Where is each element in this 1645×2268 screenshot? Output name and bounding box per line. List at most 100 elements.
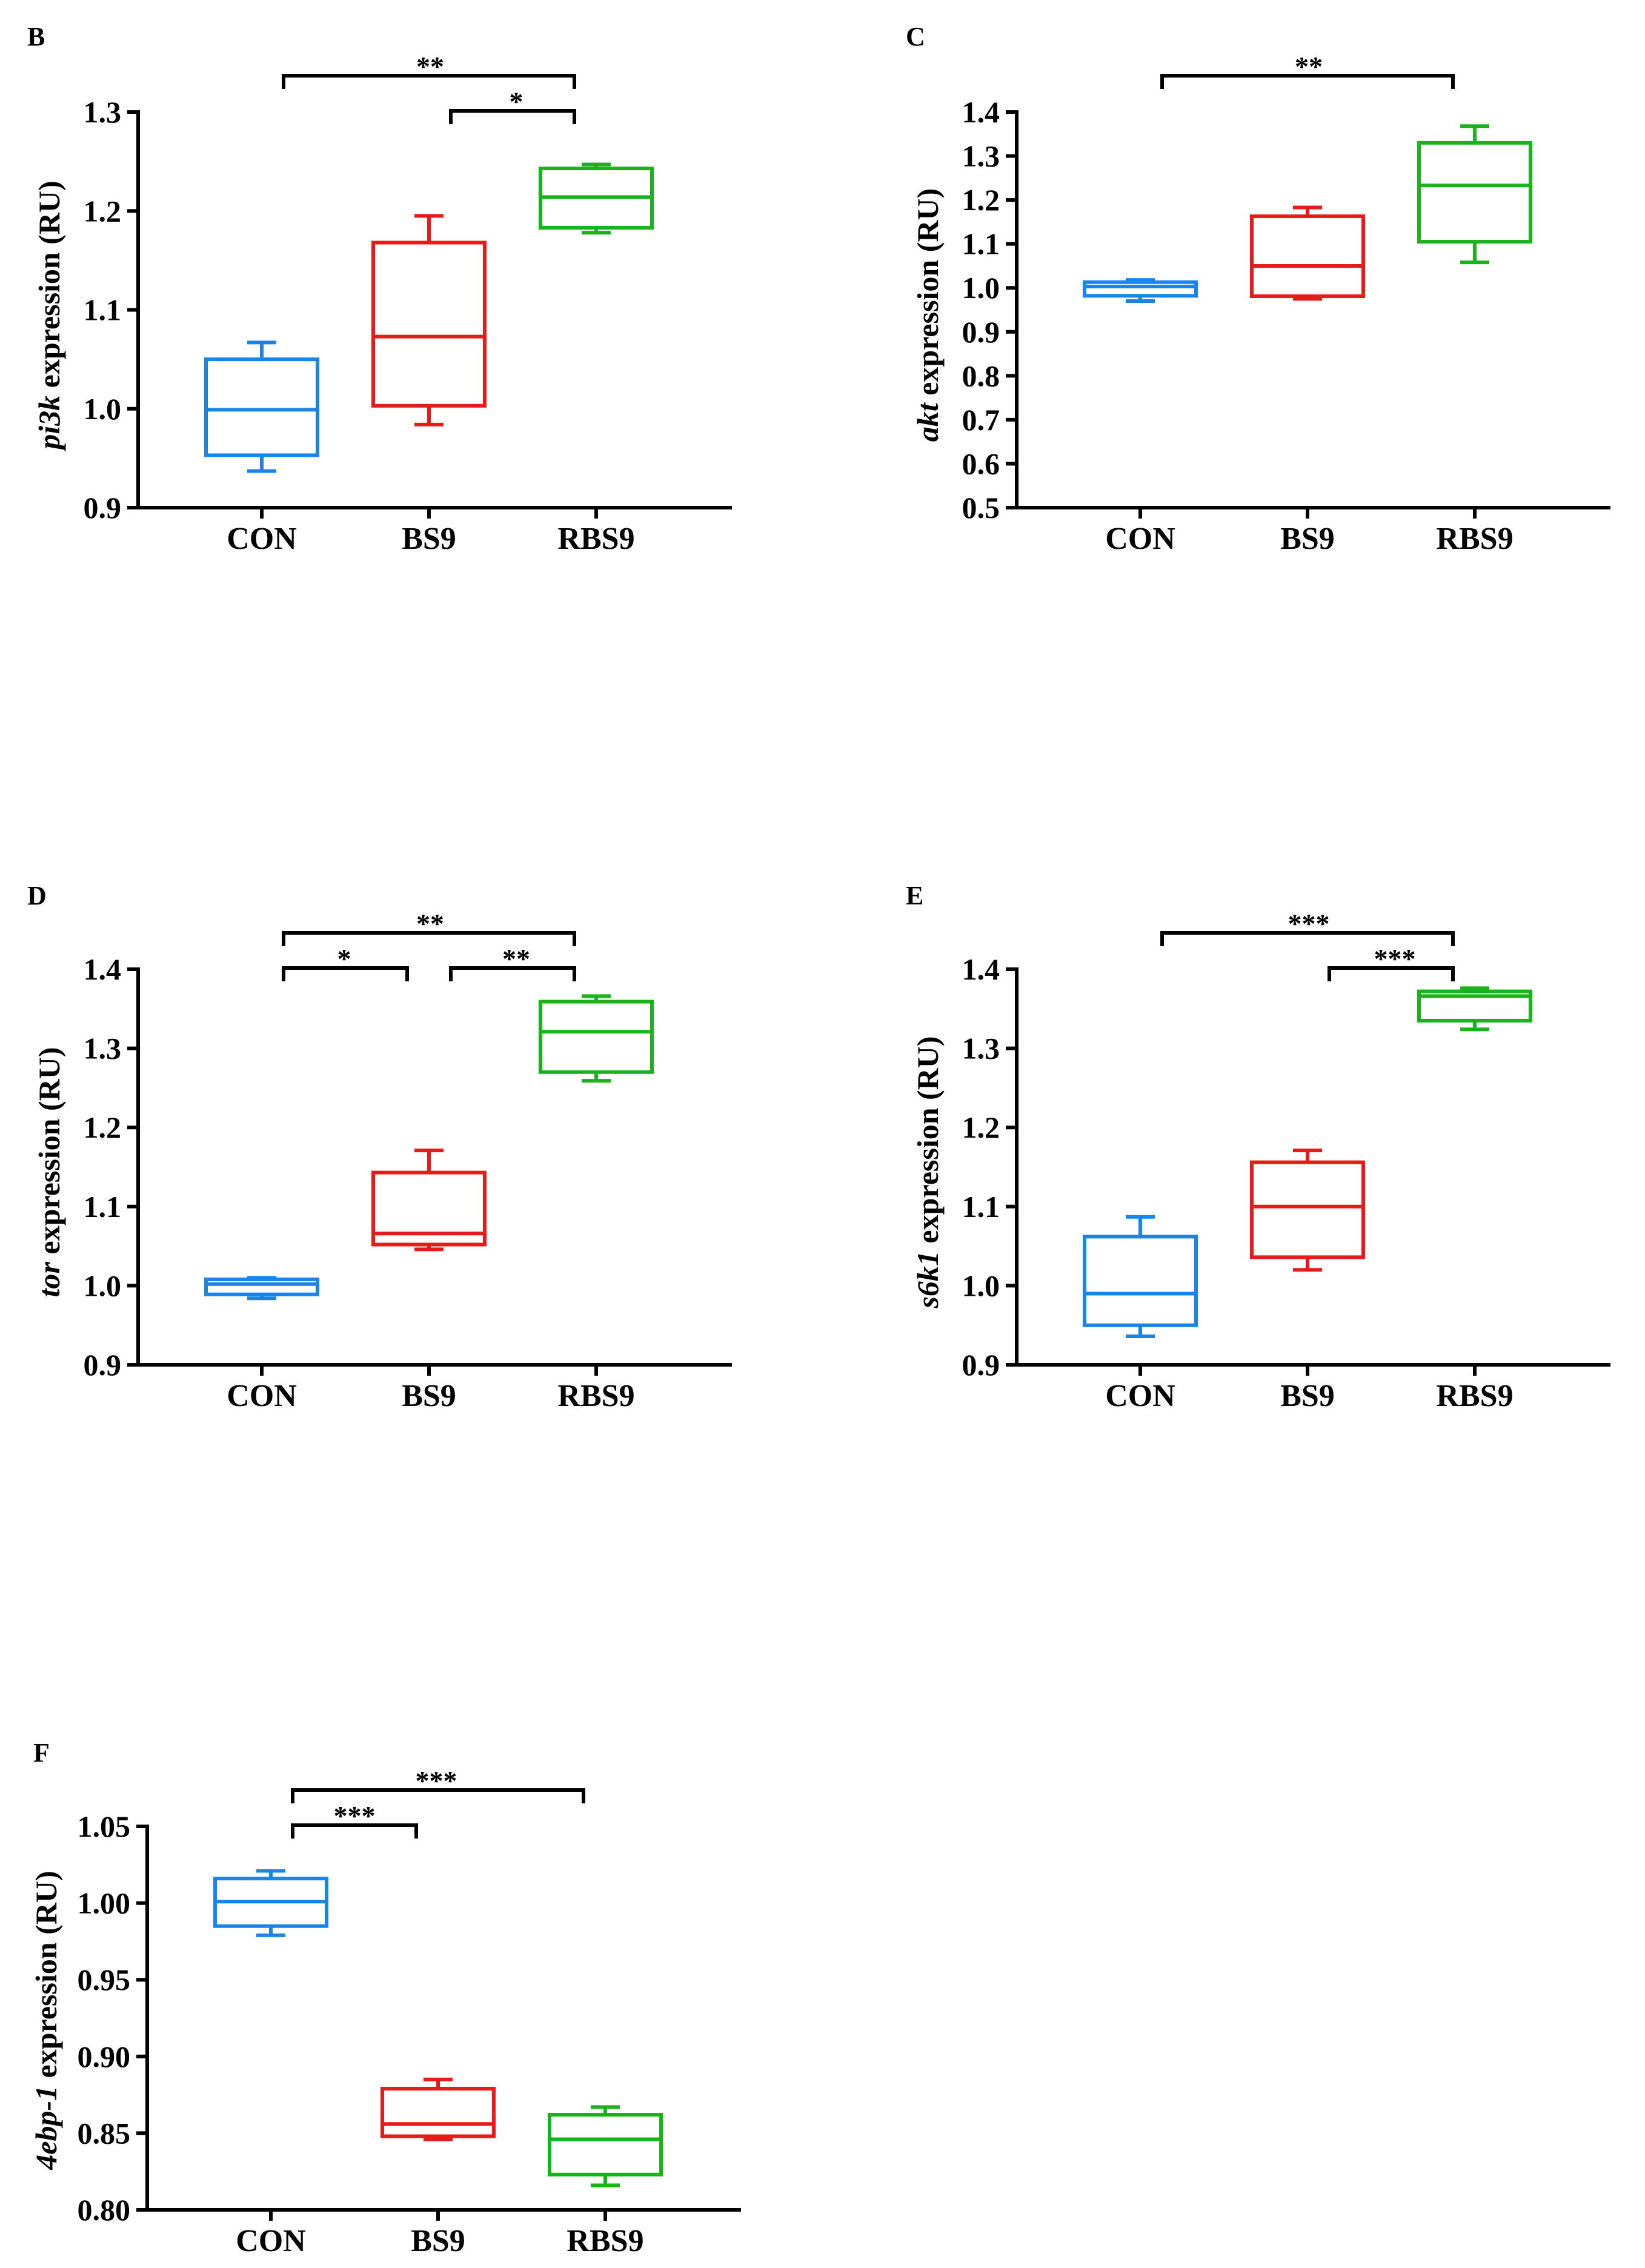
panel-e: E s6k1 expression (RU) CON BS9 RBS9 *** … (906, 881, 1610, 1413)
y-axis-label-e: s6k1 expression (RU) (911, 1036, 945, 1308)
category-label-bs9-d: BS9 (402, 1379, 456, 1413)
box-f-rbs9 (548, 2105, 663, 2187)
panel-letter-b: B (27, 22, 45, 51)
box-b-bs9 (371, 214, 487, 426)
panel-letter-e: E (906, 881, 923, 910)
box-iqr-c-con (1083, 280, 1198, 298)
box-iqr-d-bs9 (371, 1170, 487, 1247)
significance-bracket-d-bs9-rbs9 (449, 966, 576, 981)
panel-d: D tor expression (RU) CON BS9 RBS9 ** * … (27, 881, 732, 1413)
y-axis-label-b: pi3k expression (RU) (32, 181, 66, 452)
y-tick-label-f: 0.85 (78, 2116, 131, 2150)
y-tick-label-b: 0.9 (84, 491, 122, 525)
y-tick-label-c: 0.6 (962, 446, 1000, 480)
y-tick-label-f: 0.90 (78, 2040, 131, 2074)
category-label-con-f: CON (236, 2224, 306, 2258)
box-d-bs9 (371, 1149, 487, 1252)
category-label-con-e: CON (1105, 1379, 1175, 1413)
significance-bracket-d-con-rbs9 (282, 931, 576, 946)
panel-letter-c: C (906, 22, 925, 51)
box-iqr-e-rbs9 (1417, 989, 1532, 1023)
box-iqr-e-con (1083, 1235, 1198, 1327)
box-c-bs9 (1250, 205, 1365, 301)
y-axis-label-f: 4ebp-1 expression (RU) (29, 1871, 63, 2170)
category-label-rbs9-d: RBS9 (557, 1379, 634, 1413)
y-tick-label-f: 0.95 (78, 1963, 131, 1997)
category-label-rbs9-e: RBS9 (1436, 1379, 1513, 1413)
y-tick-label-c: 0.9 (962, 315, 1000, 349)
box-e-rbs9 (1417, 986, 1532, 1032)
box-d-rbs9 (539, 994, 654, 1083)
panel-letter-f: F (33, 1738, 50, 1768)
panel-c: C akt expression (RU) CON BS9 RBS9 ** 0.… (906, 22, 1610, 556)
y-tick-label-c: 1.0 (962, 271, 1000, 305)
box-c-rbs9 (1417, 124, 1532, 265)
significance-bracket-c-con-rbs9 (1160, 74, 1455, 89)
y-tick-label-d: 1.0 (84, 1268, 122, 1302)
category-label-bs9-c: BS9 (1280, 522, 1335, 556)
significance-bracket-f-con-bs9 (291, 1823, 418, 1839)
plot-area-c: 0.5 0.6 0.7 0.8 0.9 1.0 1.1 1.2 1.3 1.4 (962, 74, 1610, 525)
y-tick-label-c: 0.7 (962, 403, 1000, 437)
box-c-con (1083, 278, 1198, 303)
significance-bracket-b-con-rbs9 (282, 74, 576, 89)
y-tick-label-f: 0.80 (78, 2193, 131, 2227)
category-label-bs9-b: BS9 (402, 522, 456, 556)
y-tick-label-c: 1.4 (962, 95, 1000, 129)
box-iqr-f-bs9 (381, 2086, 496, 2138)
significance-bracket-d-con-bs9 (282, 966, 409, 981)
box-iqr-b-con (204, 357, 319, 457)
y-tick-label-d: 0.9 (84, 1348, 122, 1382)
y-tick-label-d: 1.2 (84, 1110, 122, 1144)
y-tick-label-d: 1.3 (84, 1032, 122, 1066)
box-e-con (1083, 1215, 1198, 1338)
y-tick-label-e: 1.1 (962, 1190, 1000, 1224)
y-tick-label-f: 1.00 (78, 1886, 131, 1920)
category-label-bs9-f: BS9 (411, 2224, 465, 2258)
y-tick-label-b: 1.2 (84, 194, 122, 228)
y-tick-label-e: 1.3 (962, 1032, 1000, 1066)
category-label-con-b: CON (227, 522, 297, 556)
y-axis-label-d: tor expression (RU) (32, 1047, 66, 1298)
panel-b: B pi3k expression (RU) CON BS9 RBS9 ** *… (27, 22, 732, 556)
y-tick-label-b: 1.3 (84, 95, 122, 129)
significance-bracket-b-bs9-rbs9 (449, 109, 576, 124)
significance-bracket-e-bs9-rbs9 (1328, 966, 1455, 981)
significance-bracket-e-con-rbs9 (1160, 931, 1455, 946)
panel-f: F 4ebp-1 expression (RU) CON BS9 RBS9 **… (29, 1738, 741, 2258)
y-tick-label-c: 1.3 (962, 139, 1000, 173)
category-label-rbs9-f: RBS9 (567, 2224, 643, 2258)
box-iqr-f-rbs9 (548, 2113, 663, 2177)
category-label-bs9-e: BS9 (1280, 1379, 1335, 1413)
box-b-rbs9 (539, 162, 654, 235)
y-tick-label-e: 1.2 (962, 1110, 1000, 1144)
y-tick-label-e: 0.9 (962, 1348, 1000, 1382)
box-d-con (204, 1276, 319, 1301)
y-tick-label-f: 1.05 (78, 1809, 131, 1843)
category-label-con-d: CON (227, 1379, 297, 1413)
y-tick-label-b: 1.1 (84, 293, 122, 327)
category-label-rbs9-b: RBS9 (557, 522, 634, 556)
plot-area-f: 0.80 0.85 0.90 0.95 1.00 1.05 (78, 1788, 741, 2227)
y-tick-label-e: 1.0 (962, 1268, 1000, 1302)
category-label-rbs9-c: RBS9 (1436, 522, 1513, 556)
y-tick-label-d: 1.1 (84, 1190, 122, 1224)
y-tick-label-c: 1.2 (962, 183, 1000, 217)
box-iqr-b-bs9 (371, 240, 487, 408)
category-label-con-c: CON (1105, 522, 1175, 556)
y-tick-label-c: 0.8 (962, 359, 1000, 393)
box-b-con (204, 340, 319, 473)
panel-letter-d: D (27, 881, 47, 910)
y-tick-label-e: 1.4 (962, 952, 1000, 986)
significance-bracket-f-con-rbs9 (291, 1788, 585, 1803)
box-e-bs9 (1250, 1149, 1365, 1272)
box-f-con (213, 1869, 328, 1937)
box-f-bs9 (381, 2077, 496, 2141)
box-iqr-d-con (204, 1277, 319, 1296)
y-tick-label-b: 1.0 (84, 392, 122, 426)
box-iqr-c-bs9 (1250, 214, 1365, 299)
box-iqr-d-rbs9 (539, 1000, 654, 1074)
y-axis-label-c: akt expression (RU) (911, 188, 945, 442)
box-iqr-e-bs9 (1250, 1160, 1365, 1259)
